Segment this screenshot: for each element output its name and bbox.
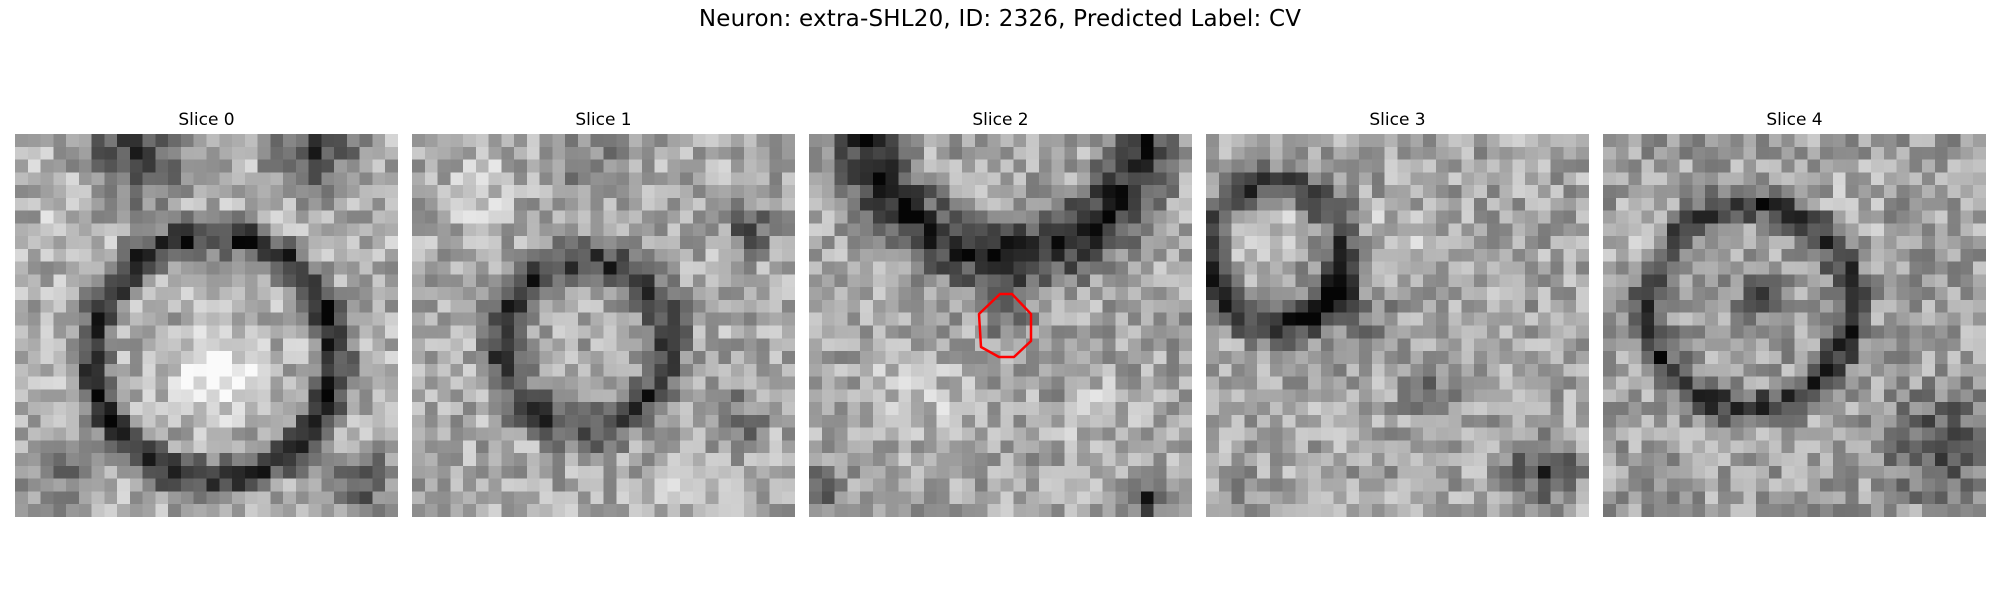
slice-3-panel: Slice 3 [1206,108,1589,132]
slice-1-title: Slice 1 [575,110,632,130]
slice-0-panel: Slice 0 [15,108,398,132]
slice-4-image [1603,134,1986,517]
slice-1-panel: Slice 1 [412,108,795,132]
slice-2-title: Slice 2 [972,110,1029,130]
slice-3-title: Slice 3 [1369,110,1426,130]
slice-4-panel: Slice 4 [1603,108,1986,132]
slice-2-image [809,134,1192,517]
slice-4-title: Slice 4 [1766,110,1823,130]
figure-title: Neuron: extra-SHL20, ID: 2326, Predicted… [698,6,1302,32]
slice-2-panel: Slice 2 [809,108,1192,132]
slice-3-image [1206,134,1589,517]
slice-1-image [412,134,795,517]
segmentation-outline [977,292,1033,359]
slice-0-title: Slice 0 [178,110,235,130]
slice-0-image [15,134,398,517]
